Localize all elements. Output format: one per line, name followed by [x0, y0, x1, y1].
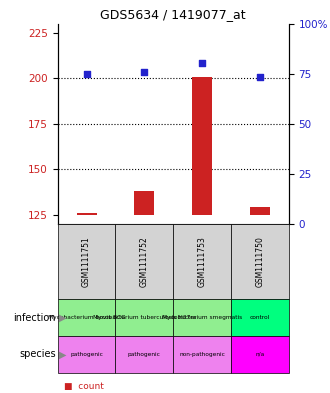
Text: GSM1111752: GSM1111752 — [140, 236, 149, 287]
Point — [142, 68, 147, 75]
Text: GSM1111750: GSM1111750 — [255, 236, 264, 287]
Text: ▶: ▶ — [59, 312, 67, 323]
Text: Mycobacterium bovis BCG: Mycobacterium bovis BCG — [48, 315, 125, 320]
Text: species: species — [19, 349, 56, 359]
Point — [84, 70, 89, 77]
Point — [257, 73, 263, 80]
Text: n/a: n/a — [255, 352, 265, 357]
Bar — [77, 213, 97, 215]
Title: GDS5634 / 1419077_at: GDS5634 / 1419077_at — [100, 8, 246, 21]
Text: pathogenic: pathogenic — [128, 352, 161, 357]
Text: ■  count: ■ count — [64, 382, 104, 391]
Text: GSM1111753: GSM1111753 — [198, 236, 207, 287]
Text: control: control — [250, 315, 270, 320]
Text: Mycobacterium tuberculosis H37ra: Mycobacterium tuberculosis H37ra — [93, 315, 196, 320]
Text: infection: infection — [14, 312, 56, 323]
Bar — [134, 191, 154, 215]
Bar — [192, 77, 212, 215]
Text: non-pathogenic: non-pathogenic — [179, 352, 225, 357]
Text: pathogenic: pathogenic — [70, 352, 103, 357]
Text: ▶: ▶ — [59, 349, 67, 359]
Bar — [250, 207, 270, 215]
Text: Mycobacterium smegmatis: Mycobacterium smegmatis — [162, 315, 242, 320]
Point — [199, 59, 205, 66]
Text: GSM1111751: GSM1111751 — [82, 236, 91, 287]
